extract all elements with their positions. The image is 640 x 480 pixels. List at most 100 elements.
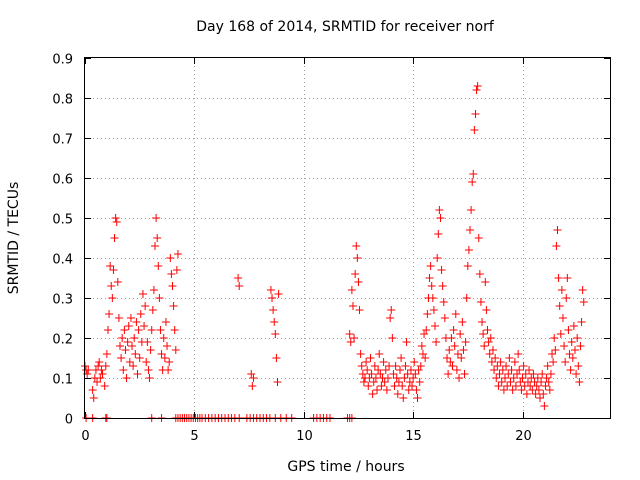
data-point [348,302,357,310]
data-point [412,386,421,394]
data-point [353,254,362,262]
data-point [462,294,471,302]
data-point [499,386,508,394]
data-point [416,362,425,370]
data-point [537,378,546,386]
data-point [474,234,483,242]
data-point [463,262,472,270]
data-point [507,366,516,374]
data-point [345,330,354,338]
data-point [563,274,572,282]
x-axis-title: GPS time / hours [287,459,404,475]
data-point [354,278,363,286]
data-point [423,310,432,318]
data-point [557,286,566,294]
data-point [447,334,456,342]
data-point [368,390,377,398]
data-point [560,342,569,350]
data-point [159,334,168,342]
data-point [461,338,470,346]
data-point [490,366,499,374]
data-point [114,314,123,322]
data-point [110,234,119,242]
data-point [479,330,488,338]
data-point [509,374,518,382]
grid-lines [85,58,610,418]
data-point [249,374,258,382]
data-point [546,370,555,378]
data-point [391,362,400,370]
data-point [504,370,513,378]
data-point [505,354,514,362]
data-point [369,378,378,386]
data-point [529,370,538,378]
data-point [533,374,542,382]
data-point [382,386,391,394]
data-point [411,370,420,378]
data-point [173,250,182,258]
data-point [516,378,525,386]
data-point [362,358,371,366]
data-point [485,350,494,358]
data-point [248,382,257,390]
data-point [518,374,527,382]
data-point [572,370,581,378]
data-point [132,318,141,326]
data-point [141,302,150,310]
data-point [386,314,395,322]
data-point [564,326,573,334]
data-point [379,358,388,366]
data-point [542,374,551,382]
data-point [460,370,469,378]
data-point [366,354,375,362]
data-point [147,326,156,334]
data-point [130,334,139,342]
data-point [388,334,397,342]
data-point [464,246,473,254]
data-point [426,262,435,270]
data-point [450,342,459,350]
data-point [443,354,452,362]
data-point [558,314,567,322]
data-point [128,342,137,350]
data-point [271,330,280,338]
data-point [155,294,164,302]
data-point [508,386,517,394]
data-point [125,358,134,366]
data-point [422,326,431,334]
data-point [133,370,142,378]
data-point [144,366,153,374]
data-point [483,326,492,334]
data-point [455,374,464,382]
data-point [103,326,112,334]
data-point [129,362,138,370]
data-point [358,370,367,378]
data-point [437,266,446,274]
data-point [550,334,559,342]
data-point [492,374,501,382]
data-point [355,306,364,314]
data-point [112,218,121,226]
data-point [160,354,169,362]
data-point [511,382,520,390]
data-point [549,358,558,366]
data-point [431,322,439,330]
data-point [435,206,444,214]
x-tick-label: 20 [515,429,532,444]
data-point [169,302,178,310]
data-point [556,330,565,338]
data-point [126,314,135,322]
data-point [393,390,402,398]
data-point [552,242,561,250]
data-point [451,310,460,318]
data-point [413,394,422,402]
data-point [502,362,511,370]
data-point [170,326,179,334]
data-point [420,330,429,338]
data-point [566,366,575,374]
data-point [481,278,490,286]
chart-title: Day 168 of 2014, SRMTID for receiver nor… [196,19,495,35]
data-point [390,382,399,390]
data-point [370,362,379,370]
x-tick-label: 5 [190,429,198,444]
